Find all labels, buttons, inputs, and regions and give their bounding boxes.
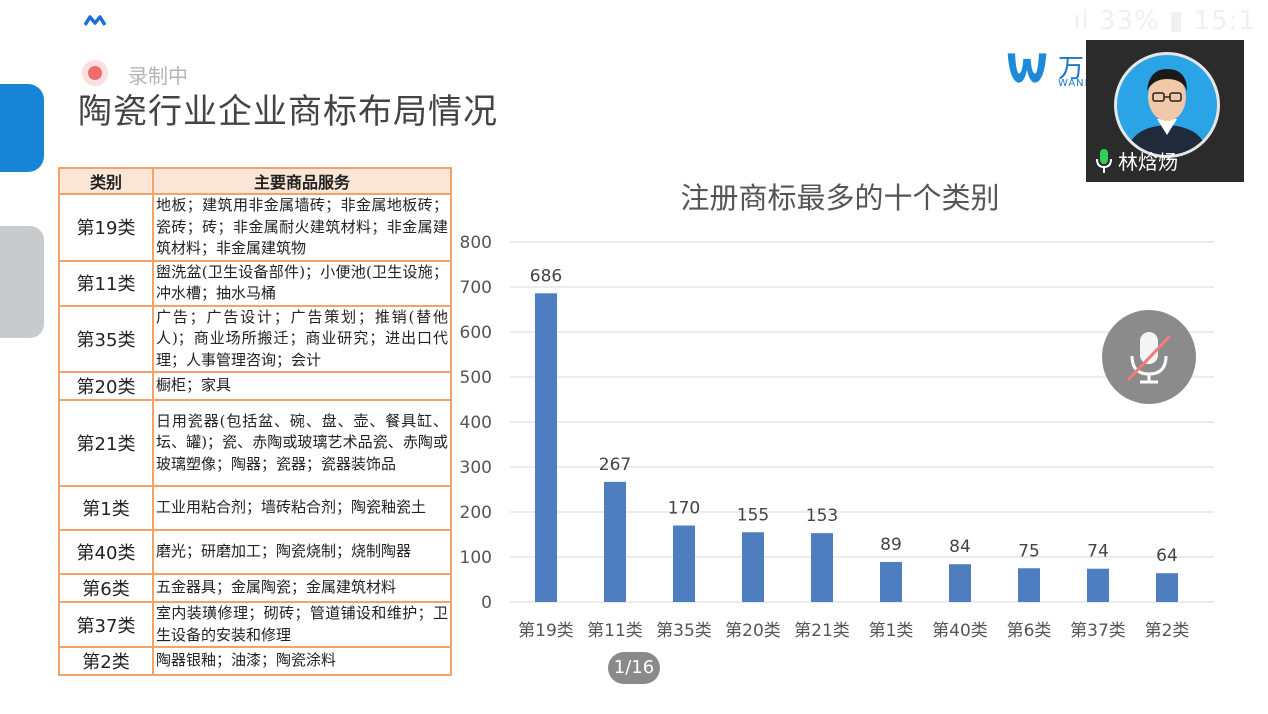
data-label: 75 xyxy=(1018,541,1040,561)
table-cell-services: 磨光；研磨加工；陶瓷烧制；烧制陶器 xyxy=(152,529,452,575)
y-tick-label: 0 xyxy=(481,593,492,613)
table-cell-services: 广告；广告设计；广告策划；推销(替他人)；商业场所搬迁；商业研究；进出口代理；人… xyxy=(152,304,452,373)
table-cell-class: 第2类 xyxy=(58,646,154,676)
chart-bars xyxy=(535,293,1178,602)
data-label: 170 xyxy=(668,499,700,519)
bar xyxy=(604,481,626,602)
recording-label: 录制中 xyxy=(128,64,188,88)
bar xyxy=(673,525,695,602)
y-tick-label: 600 xyxy=(460,323,492,343)
table-cell-services: 室内装璜修理；砌砖；管道铺设和维护；卫生设备的安装和修理 xyxy=(152,601,452,648)
data-label: 84 xyxy=(949,537,971,557)
chart-gridlines xyxy=(510,241,1214,603)
bar xyxy=(1156,573,1178,602)
y-axis-ticks: 0 100 200 300 400 500 600 700 800 xyxy=(460,233,492,613)
page-title: 陶瓷行业企业商标布局情况 xyxy=(78,92,498,132)
mic-muted-icon xyxy=(1126,332,1172,384)
bar xyxy=(1018,568,1040,602)
table-row: 第37类 室内装璜修理；砌砖；管道铺设和维护；卫生设备的安装和修理 xyxy=(58,601,452,648)
chart-title: 注册商标最多的十个类别 xyxy=(680,181,999,215)
table-row: 第20类 橱柜；家具 xyxy=(58,371,452,401)
table-row: 第35类 广告；广告设计；广告策划；推销(替他人)；商业场所搬迁；商业研究；进出… xyxy=(58,304,452,373)
mic-active-icon xyxy=(1096,149,1112,173)
x-tick-label: 第20类 xyxy=(725,621,781,641)
table-cell-services: 工业用粘合剂；墙砖粘合剂；陶瓷釉瓷土 xyxy=(152,485,452,531)
table-cell-class: 第6类 xyxy=(58,573,154,603)
table-cell-services: 日用瓷器(包括盆、碗、盘、壶、餐具缸、坛、罐)；瓷、赤陶或玻璃艺术品瓷、赤陶或玻… xyxy=(152,399,452,487)
bar-chart: 注册商标最多的十个类别 0 100 200 300 400 500 600 700 800 68… xyxy=(460,181,1214,641)
recording-icon xyxy=(82,60,108,86)
y-tick-label: 800 xyxy=(460,233,492,253)
x-tick-label: 第37类 xyxy=(1070,621,1126,641)
y-tick-label: 100 xyxy=(460,548,492,568)
bar xyxy=(880,561,902,602)
table-row: 第1类 工业用粘合剂；墙砖粘合剂；陶瓷釉瓷土 xyxy=(58,485,452,531)
x-tick-label: 第11类 xyxy=(587,621,643,641)
table-row: 第6类 五金器具；金属陶瓷；金属建筑材料 xyxy=(58,573,452,603)
page-indicator[interactable]: 1/16 xyxy=(608,652,660,684)
table-cell-services: 陶器银釉；油漆；陶瓷涂料 xyxy=(152,646,452,676)
x-tick-label: 第1类 xyxy=(869,621,914,641)
trademark-class-table: 类别 主要商品服务 第19类 地板；建筑用非金属墙砖；非金属地板砖；瓷砖；砖；非… xyxy=(58,167,452,676)
video-overlay[interactable]: 林焓炀 xyxy=(1086,40,1244,182)
x-tick-label: 第19类 xyxy=(518,621,574,641)
bar xyxy=(811,533,833,602)
table-row: 第2类 陶器银釉；油漆；陶瓷涂料 xyxy=(58,646,452,676)
logo-subtext: WANH xyxy=(1058,78,1094,89)
data-label: 89 xyxy=(880,535,902,555)
bar xyxy=(1087,568,1109,602)
header-services: 主要商品服务 xyxy=(152,167,452,195)
avatar xyxy=(1114,52,1220,158)
table-cell-services: 五金器具；金属陶瓷；金属建筑材料 xyxy=(152,573,452,603)
company-logo-icon xyxy=(1007,53,1047,83)
person-icon xyxy=(1127,69,1207,155)
table-cell-class: 第21类 xyxy=(58,399,154,487)
data-label: 155 xyxy=(737,505,769,525)
mute-button[interactable] xyxy=(1102,310,1196,404)
status-indicators: ıl 33% ▮ 15:1 xyxy=(1073,6,1256,36)
table-row: 第21类 日用瓷器(包括盆、碗、盘、壶、餐具缸、坛、罐)；瓷、赤陶或玻璃艺术品瓷… xyxy=(58,399,452,487)
table-cell-class: 第20类 xyxy=(58,371,154,401)
table-cell-services: 地板；建筑用非金属墙砖；非金属地板砖；瓷砖；砖；非金属耐火建筑材料；非金属建筑材… xyxy=(152,193,452,262)
bar xyxy=(742,532,764,602)
table-cell-services: 盥洗盆(卫生设备部件)；小便池(卫生设施；冲水槽；抽水马桶 xyxy=(152,259,452,307)
logo-text: 万 xyxy=(1058,54,1085,84)
x-tick-label: 第21类 xyxy=(794,621,850,641)
y-tick-label: 200 xyxy=(460,503,492,523)
app-logo-icon xyxy=(84,15,106,26)
y-tick-label: 700 xyxy=(460,278,492,298)
table-cell-class: 第11类 xyxy=(58,259,154,307)
y-tick-label: 500 xyxy=(460,368,492,388)
x-axis-ticks: 第19类 第11类 第35类 第20类 第21类 第1类 第40类 第6类 第37类 第2类 xyxy=(518,621,1189,641)
data-label: 153 xyxy=(806,506,838,526)
table-cell-class: 第19类 xyxy=(58,193,154,262)
table-cell-class: 第40类 xyxy=(58,529,154,575)
header-class: 类别 xyxy=(58,167,154,195)
side-tab-active[interactable] xyxy=(0,84,44,172)
x-tick-label: 第2类 xyxy=(1145,621,1190,641)
table-cell-class: 第1类 xyxy=(58,485,154,531)
y-tick-label: 400 xyxy=(460,413,492,433)
y-tick-label: 300 xyxy=(460,458,492,478)
speaker-name: 林焓炀 xyxy=(1118,150,1178,174)
data-label: 267 xyxy=(599,455,631,475)
x-tick-label: 第40类 xyxy=(932,621,988,641)
data-label: 64 xyxy=(1156,546,1178,566)
table-row: 第19类 地板；建筑用非金属墙砖；非金属地板砖；瓷砖；砖；非金属耐火建筑材料；非… xyxy=(58,193,452,262)
table-header-row: 类别 主要商品服务 xyxy=(58,167,452,195)
table-cell-class: 第35类 xyxy=(58,304,154,373)
status-bar: ıl 33% ▮ 15:1 xyxy=(0,0,1268,36)
bar xyxy=(949,564,971,602)
bar xyxy=(535,293,557,602)
side-tab[interactable] xyxy=(0,226,44,338)
data-label: 74 xyxy=(1087,542,1109,562)
table-cell-class: 第37类 xyxy=(58,601,154,648)
x-tick-label: 第6类 xyxy=(1007,621,1052,641)
x-tick-label: 第35类 xyxy=(656,621,712,641)
table-row: 第40类 磨光；研磨加工；陶瓷烧制；烧制陶器 xyxy=(58,529,452,575)
data-label: 686 xyxy=(530,266,562,286)
data-labels: 686 267 170 155 153 89 84 75 74 64 xyxy=(530,266,1178,566)
table-cell-services: 橱柜；家具 xyxy=(152,371,452,401)
table-row: 第11类 盥洗盆(卫生设备部件)；小便池(卫生设施；冲水槽；抽水马桶 xyxy=(58,259,452,307)
